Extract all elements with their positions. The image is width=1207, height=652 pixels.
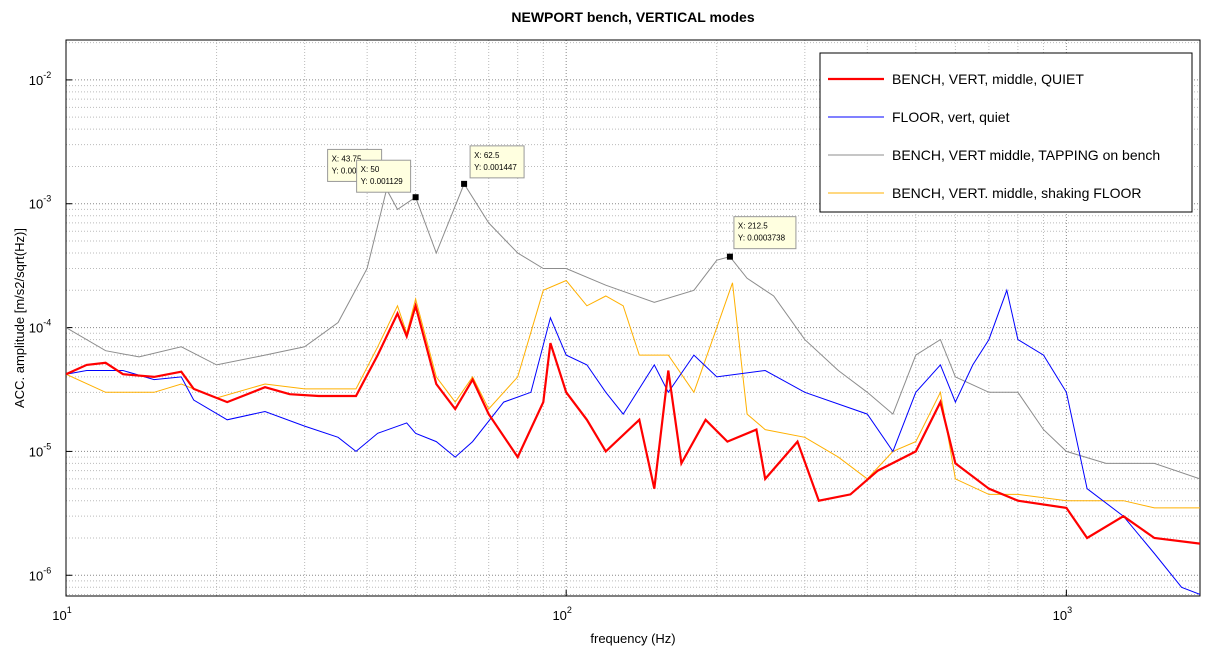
plot-frame <box>65 39 1201 597</box>
datatip-text: Y: 0.0003738 <box>738 234 786 243</box>
datatip-text: Y: 0.001447 <box>474 163 517 172</box>
legend-label: FLOOR, vert, quiet <box>892 109 1010 125</box>
datatip-marker <box>726 253 733 260</box>
y-tick-label: 10-5 <box>29 441 51 459</box>
legend-label: BENCH, VERT middle, TAPPING on bench <box>892 147 1160 163</box>
datatip-box <box>356 159 412 193</box>
tick-exp: 2 <box>567 605 572 615</box>
x-tick-label: 102 <box>552 605 571 623</box>
y-tick-label: 10-3 <box>29 194 51 212</box>
chart-title: NEWPORT bench, VERTICAL modes <box>511 9 754 25</box>
tick-exp: 1 <box>67 605 72 615</box>
datatip-text: X: 62.5 <box>474 151 500 160</box>
datatip-marker <box>412 194 419 201</box>
y-tick-label: 10-6 <box>29 565 51 583</box>
tick-base: 10 <box>29 568 43 583</box>
x-tick-label: 103 <box>1053 605 1072 623</box>
datatip-text: X: 43.75 <box>332 154 362 163</box>
x-axis-label: frequency (Hz) <box>590 631 675 646</box>
x-tick-label: 101 <box>52 605 71 623</box>
tick-exp: -2 <box>43 70 51 80</box>
tick-exp: -6 <box>43 565 51 575</box>
y-axis-label: ACC. amplitude [m/s2/sqrt(Hz)] <box>12 228 27 408</box>
datatip-text: X: 212.5 <box>738 222 768 231</box>
tick-exp: -5 <box>43 441 51 451</box>
series-line <box>66 288 1200 595</box>
tick-exp: -3 <box>43 194 51 204</box>
tick-base: 10 <box>29 73 43 88</box>
tick-base: 10 <box>29 444 43 459</box>
tick-exp: 3 <box>1067 605 1072 615</box>
datatip-text: Y: 0.001129 <box>361 177 404 186</box>
tick-base: 10 <box>552 608 566 623</box>
datatip-box <box>733 216 797 250</box>
datatip-box <box>469 145 525 179</box>
tick-base: 10 <box>1053 608 1067 623</box>
series-line <box>66 301 1200 545</box>
datatip-marker <box>461 180 468 187</box>
datatip: X: 50 Y: 0.001129 <box>356 159 412 193</box>
legend-label: BENCH, VERT, middle, QUIET <box>892 71 1084 87</box>
series-line <box>66 182 1200 480</box>
datatip-text: X: 50 <box>361 165 380 174</box>
tick-base: 10 <box>29 321 43 336</box>
tick-base: 10 <box>29 197 43 212</box>
legend-label: BENCH, VERT. middle, shaking FLOOR <box>892 185 1142 201</box>
datatip: X: 212.5 Y: 0.0003738 <box>733 216 797 250</box>
series-line <box>66 279 1200 509</box>
datatip-text: Y: 0.001305 <box>332 166 375 175</box>
y-tick-label: 10-2 <box>29 70 51 88</box>
datatip: X: 62.5 Y: 0.001447 <box>469 145 525 179</box>
tick-exp: -4 <box>43 318 51 328</box>
y-tick-label: 10-4 <box>29 318 51 336</box>
tick-base: 10 <box>52 608 66 623</box>
